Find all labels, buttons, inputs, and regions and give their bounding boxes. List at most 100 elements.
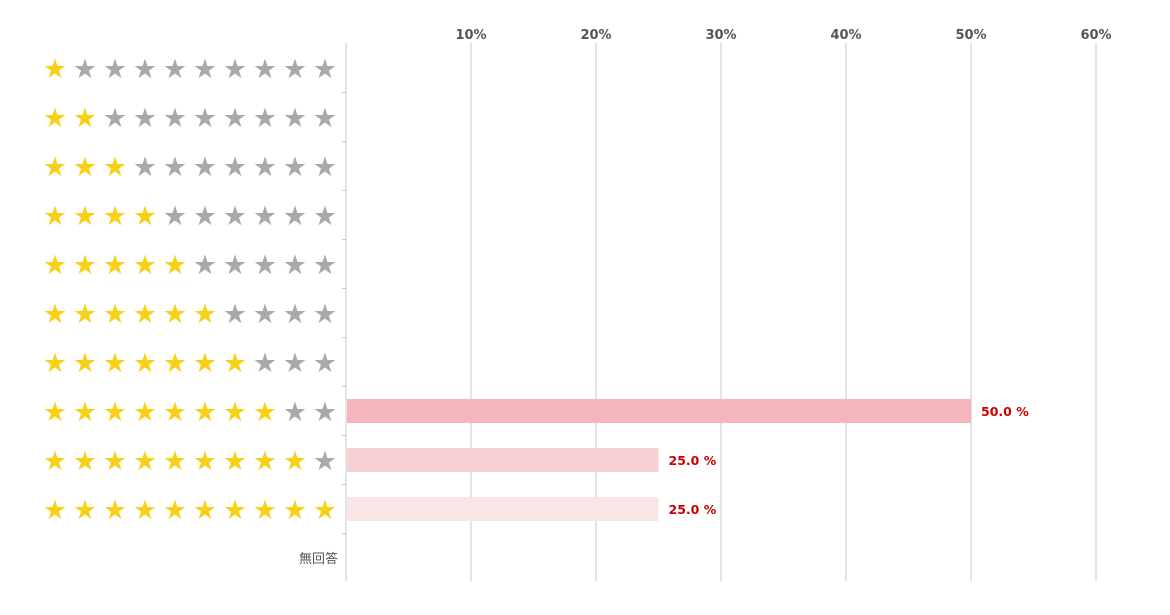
star-empty-icon: ★ xyxy=(193,152,217,183)
star-empty-icon: ★ xyxy=(313,250,337,281)
star-filled-icon: ★ xyxy=(163,397,187,428)
bars: 50.0 % 25.0 % 25.0 % xyxy=(347,399,1029,521)
star-filled-icon: ★ xyxy=(73,152,97,183)
star-filled-icon: ★ xyxy=(193,397,217,428)
star-filled-icon: ★ xyxy=(103,152,127,183)
star-empty-icon: ★ xyxy=(283,201,307,232)
star-filled-icon: ★ xyxy=(73,348,97,379)
y-axis xyxy=(342,43,347,581)
category-rows: ★ ★ ★ ★ ★ ★ ★ ★ ★ ★★ ★ ★ ★ ★ ★ ★ ★ ★ ★★ ★ ★ ★ ★ ★ ★ ★ ★ ★★ ★ ★ ★ ★ ★ ★ ★ ★ ★… xyxy=(43,54,338,567)
star-filled-icon: ★ xyxy=(103,446,127,477)
star-filled-icon: ★ xyxy=(73,103,97,134)
star-empty-icon: ★ xyxy=(253,103,277,134)
star-empty-icon: ★ xyxy=(193,250,217,281)
star-filled-icon: ★ xyxy=(163,250,187,281)
star-empty-icon: ★ xyxy=(163,54,187,85)
star-empty-icon: ★ xyxy=(193,54,217,85)
star-filled-icon: ★ xyxy=(253,495,277,526)
x-tick-label: 30% xyxy=(705,28,736,43)
star-empty-icon: ★ xyxy=(133,152,157,183)
star-empty-icon: ★ xyxy=(223,299,247,330)
category-row: ★ ★ ★ ★ ★ ★ ★ ★ ★ ★ xyxy=(43,299,337,330)
category-row: 無回答 xyxy=(299,551,338,567)
star-filled-icon: ★ xyxy=(133,446,157,477)
star-empty-icon: ★ xyxy=(103,103,127,134)
star-filled-icon: ★ xyxy=(253,446,277,477)
star-empty-icon: ★ xyxy=(223,250,247,281)
star-filled-icon: ★ xyxy=(223,348,247,379)
star-filled-icon: ★ xyxy=(43,348,67,379)
star-filled-icon: ★ xyxy=(223,495,247,526)
star-filled-icon: ★ xyxy=(193,446,217,477)
category-row: ★ ★ ★ ★ ★ ★ ★ ★ ★ ★ xyxy=(43,495,337,526)
star-filled-icon: ★ xyxy=(103,201,127,232)
gridlines xyxy=(470,43,1097,581)
star-filled-icon: ★ xyxy=(43,299,67,330)
star-filled-icon: ★ xyxy=(43,152,67,183)
star-filled-icon: ★ xyxy=(73,446,97,477)
star-filled-icon: ★ xyxy=(73,250,97,281)
star-empty-icon: ★ xyxy=(133,54,157,85)
star-empty-icon: ★ xyxy=(223,152,247,183)
star-empty-icon: ★ xyxy=(283,299,307,330)
star-filled-icon: ★ xyxy=(133,250,157,281)
x-tick-label: 20% xyxy=(580,28,611,43)
x-tick-label: 10% xyxy=(455,28,486,43)
category-row: ★ ★ ★ ★ ★ ★ ★ ★ ★ ★ xyxy=(43,103,337,134)
bar-value-label: 25.0 % xyxy=(669,453,717,468)
star-empty-icon: ★ xyxy=(313,54,337,85)
star-empty-icon: ★ xyxy=(103,54,127,85)
star-filled-icon: ★ xyxy=(313,495,337,526)
star-empty-icon: ★ xyxy=(223,54,247,85)
star-filled-icon: ★ xyxy=(43,54,67,85)
star-empty-icon: ★ xyxy=(253,348,277,379)
star-empty-icon: ★ xyxy=(313,348,337,379)
star-empty-icon: ★ xyxy=(313,103,337,134)
bar xyxy=(347,399,971,423)
category-row: ★ ★ ★ ★ ★ ★ ★ ★ ★ ★ xyxy=(43,250,337,281)
star-filled-icon: ★ xyxy=(73,201,97,232)
star-empty-icon: ★ xyxy=(253,299,277,330)
star-filled-icon: ★ xyxy=(43,103,67,134)
no-answer-label: 無回答 xyxy=(299,551,338,567)
x-tick-labels: 10% 20% 30% 40% 50% 60% xyxy=(455,28,1111,43)
star-empty-icon: ★ xyxy=(313,446,337,477)
star-filled-icon: ★ xyxy=(103,348,127,379)
star-empty-icon: ★ xyxy=(283,54,307,85)
category-row: ★ ★ ★ ★ ★ ★ ★ ★ ★ ★ xyxy=(43,152,337,183)
star-empty-icon: ★ xyxy=(283,250,307,281)
star-filled-icon: ★ xyxy=(163,446,187,477)
star-filled-icon: ★ xyxy=(193,495,217,526)
star-filled-icon: ★ xyxy=(103,299,127,330)
star-filled-icon: ★ xyxy=(103,250,127,281)
star-filled-icon: ★ xyxy=(43,446,67,477)
star-filled-icon: ★ xyxy=(73,397,97,428)
star-filled-icon: ★ xyxy=(133,495,157,526)
star-filled-icon: ★ xyxy=(133,299,157,330)
star-filled-icon: ★ xyxy=(103,397,127,428)
category-row: ★ ★ ★ ★ ★ ★ ★ ★ ★ ★ xyxy=(43,397,337,428)
star-empty-icon: ★ xyxy=(223,103,247,134)
star-filled-icon: ★ xyxy=(43,495,67,526)
star-filled-icon: ★ xyxy=(43,250,67,281)
star-empty-icon: ★ xyxy=(283,152,307,183)
star-filled-icon: ★ xyxy=(163,348,187,379)
star-empty-icon: ★ xyxy=(193,201,217,232)
category-row: ★ ★ ★ ★ ★ ★ ★ ★ ★ ★ xyxy=(43,54,337,85)
star-empty-icon: ★ xyxy=(163,103,187,134)
star-empty-icon: ★ xyxy=(313,152,337,183)
star-empty-icon: ★ xyxy=(253,54,277,85)
star-filled-icon: ★ xyxy=(133,397,157,428)
star-filled-icon: ★ xyxy=(223,397,247,428)
star-filled-icon: ★ xyxy=(223,446,247,477)
category-row: ★ ★ ★ ★ ★ ★ ★ ★ ★ ★ xyxy=(43,348,337,379)
star-filled-icon: ★ xyxy=(283,446,307,477)
star-empty-icon: ★ xyxy=(283,397,307,428)
star-empty-icon: ★ xyxy=(253,201,277,232)
star-empty-icon: ★ xyxy=(163,201,187,232)
star-empty-icon: ★ xyxy=(313,397,337,428)
x-tick-label: 50% xyxy=(955,28,986,43)
bar-value-label: 25.0 % xyxy=(669,502,717,517)
category-row: ★ ★ ★ ★ ★ ★ ★ ★ ★ ★ xyxy=(43,446,337,477)
